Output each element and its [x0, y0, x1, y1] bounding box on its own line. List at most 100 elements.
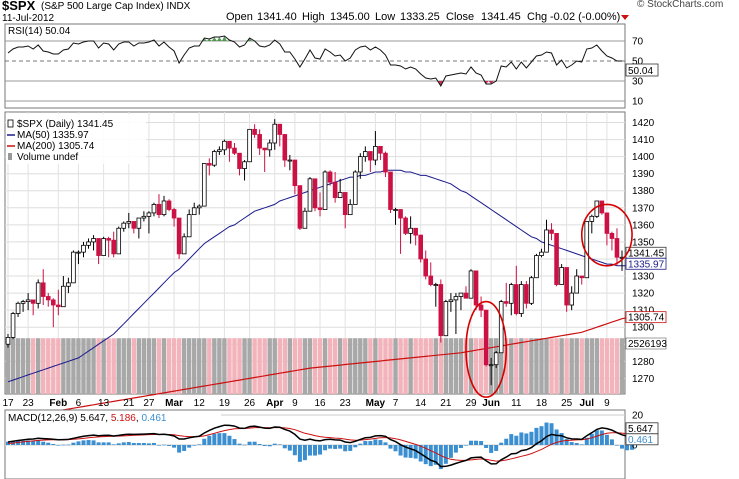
- candle-body: [574, 275, 580, 294]
- legend-entry: $SPX (Daily) 1341.45: [17, 119, 114, 130]
- volume-bar: [604, 338, 610, 394]
- macd-histogram-bar: [509, 434, 514, 445]
- candle-body: [524, 284, 529, 304]
- macd-histogram-bar: [499, 442, 504, 445]
- candle-body: [151, 203, 157, 214]
- volume-bar: [146, 338, 152, 394]
- macd-line: [7, 424, 633, 468]
- volume-bar: [363, 338, 368, 394]
- macd-histogram-bar: [609, 439, 614, 445]
- macd-histogram-bar: [584, 437, 589, 445]
- candle-body: [317, 207, 323, 210]
- candle-body: [478, 304, 484, 311]
- ma50-line: [7, 169, 633, 383]
- macd-histogram-bar: [620, 445, 624, 449]
- symbol-title: $SPX: [2, 0, 36, 13]
- volume-bar: [217, 338, 222, 394]
- rsi-level-label: 10: [632, 97, 644, 108]
- macd-title-signal: 5.186: [111, 413, 136, 424]
- macd-histogram-bar: [197, 444, 202, 445]
- candle-body: [539, 251, 544, 256]
- candle-body: [242, 161, 247, 169]
- macd-title: MACD(12,26,9) 5.647, 5.186, 0.461: [8, 413, 167, 424]
- chart-date: 11-Jul-2012: [2, 13, 55, 24]
- candle-body: [373, 146, 378, 161]
- macd-histogram-bar: [51, 444, 56, 445]
- volume-bar: [20, 338, 26, 394]
- candle-body: [453, 296, 459, 301]
- candle-body: [287, 159, 293, 162]
- candle-body: [186, 214, 192, 238]
- legend-entry: MA(50) 1335.97: [17, 130, 89, 141]
- volume-bar: [131, 338, 137, 394]
- price-tick-label: 1380: [632, 186, 655, 197]
- rsi-panel: 70 50 30 10 RSI(14) 50.04 50.04: [4, 23, 659, 109]
- candle-body: [529, 277, 534, 304]
- x-axis-label: 6: [76, 398, 82, 409]
- candle-body: [468, 270, 474, 299]
- volume-bar: [539, 338, 544, 394]
- candle-body: [212, 151, 217, 166]
- macd-histogram-bar: [519, 432, 524, 445]
- macd-histogram-bar: [504, 438, 509, 445]
- macd-histogram-bar: [559, 433, 564, 445]
- candle-body: [483, 309, 489, 366]
- volume-bar: [428, 338, 433, 394]
- macd-histogram-bar: [26, 440, 31, 445]
- candle-body: [297, 185, 303, 229]
- volume-bar: [589, 338, 595, 394]
- macd-histogram-bar: [66, 444, 71, 446]
- macd-histogram-bar: [287, 445, 292, 451]
- volume-bar: [151, 338, 157, 394]
- candle-body: [56, 304, 61, 308]
- rsi-overbought-fill: [151, 36, 278, 41]
- macd-level-label: 20: [632, 411, 644, 422]
- volume-bar: [267, 338, 272, 394]
- volume-bar: [353, 338, 358, 394]
- volume-bar: [317, 338, 323, 394]
- volume-bar: [368, 338, 373, 394]
- volume-bar: [76, 338, 81, 394]
- candle-body: [322, 171, 328, 210]
- macd-title-bg: [6, 411, 221, 423]
- candle-body: [237, 152, 242, 169]
- macd-histogram-bar: [333, 445, 338, 449]
- volume-bar: [257, 338, 262, 394]
- x-axis-label: 29: [465, 398, 477, 409]
- macd-histogram-bar: [106, 442, 111, 445]
- chg-value: -0.02 (-0.00%): [550, 11, 620, 23]
- candle-body: [131, 221, 137, 229]
- volume-bar: [398, 338, 403, 394]
- macd-histogram-bar: [182, 445, 187, 451]
- macd-histogram-bar: [368, 441, 373, 445]
- candle-body: [398, 209, 403, 219]
- macd-histogram-bar: [448, 445, 453, 458]
- low-value: 1333.25: [400, 11, 440, 23]
- price-tick-label: 1370: [632, 203, 655, 214]
- volume-bar: [564, 338, 569, 394]
- close-tag: 1341.45: [628, 248, 665, 259]
- x-axis-label: Feb: [49, 398, 67, 409]
- volume-bar: [116, 338, 121, 394]
- macd-histogram-bar: [574, 443, 579, 445]
- volume-bar: [176, 338, 182, 394]
- candle-body: [181, 236, 187, 255]
- volume-bar: [514, 338, 519, 394]
- volume-bar: [443, 338, 449, 394]
- macd-histogram-bar: [353, 445, 358, 448]
- candle-body: [292, 159, 298, 187]
- macd-histogram-bar: [489, 445, 494, 453]
- volume-bar: [529, 338, 534, 394]
- volume-bar: [222, 338, 227, 394]
- x-axis-label: 14: [415, 398, 427, 409]
- candle-body: [418, 234, 423, 260]
- volume-bar: [166, 338, 172, 394]
- candle-body: [508, 284, 514, 304]
- volume-tag: 2526193: [628, 339, 667, 350]
- macd-histogram-bar: [383, 442, 388, 445]
- candle-body: [534, 255, 539, 279]
- candle-body: [357, 156, 363, 173]
- candle-body: [383, 152, 388, 173]
- price-tick-label: 1400: [632, 152, 655, 163]
